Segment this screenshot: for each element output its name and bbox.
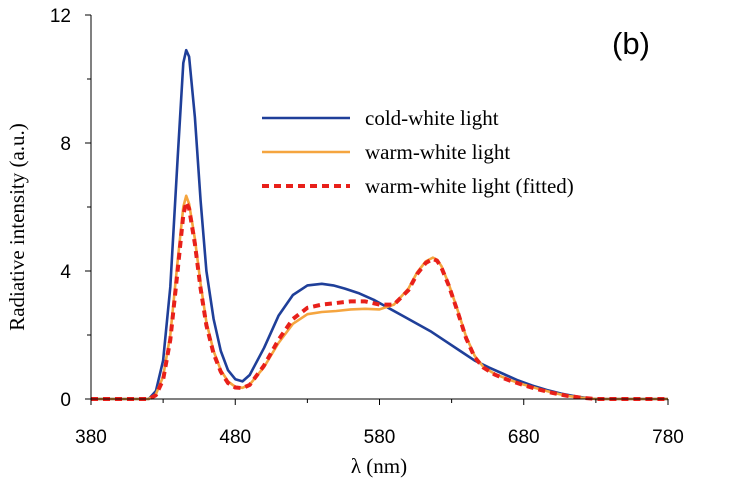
series-layer: [91, 48, 668, 401]
legend: cold-white light warm-white light warm-whi…: [262, 106, 574, 198]
x-tick-label: 780: [652, 427, 684, 448]
axes-layer: 380 480 580 680 780 0 4 8 12: [50, 6, 684, 448]
legend-label-3: warm-white light (fitted): [365, 174, 574, 198]
panel-label: (b): [612, 26, 650, 61]
y-tick-label: 12: [50, 6, 71, 27]
y-axis-title: Radiative intensity (a.u.): [5, 123, 29, 331]
legend-label-1: cold-white light: [365, 106, 499, 130]
y-tick-label: 0: [60, 390, 71, 411]
x-tick-label: 480: [219, 427, 251, 448]
x-tick-label: 380: [75, 427, 107, 448]
legend-label-2: warm-white light: [365, 140, 510, 164]
y-tick-label: 4: [60, 262, 71, 283]
series-line-3: [91, 200, 668, 401]
y-tick-label: 8: [60, 134, 71, 155]
x-axis-title: λ (nm): [351, 454, 407, 478]
x-tick-label: 680: [508, 427, 540, 448]
series-line-2: [91, 194, 668, 401]
series-line-1: [91, 48, 668, 401]
x-tick-label: 580: [364, 427, 396, 448]
